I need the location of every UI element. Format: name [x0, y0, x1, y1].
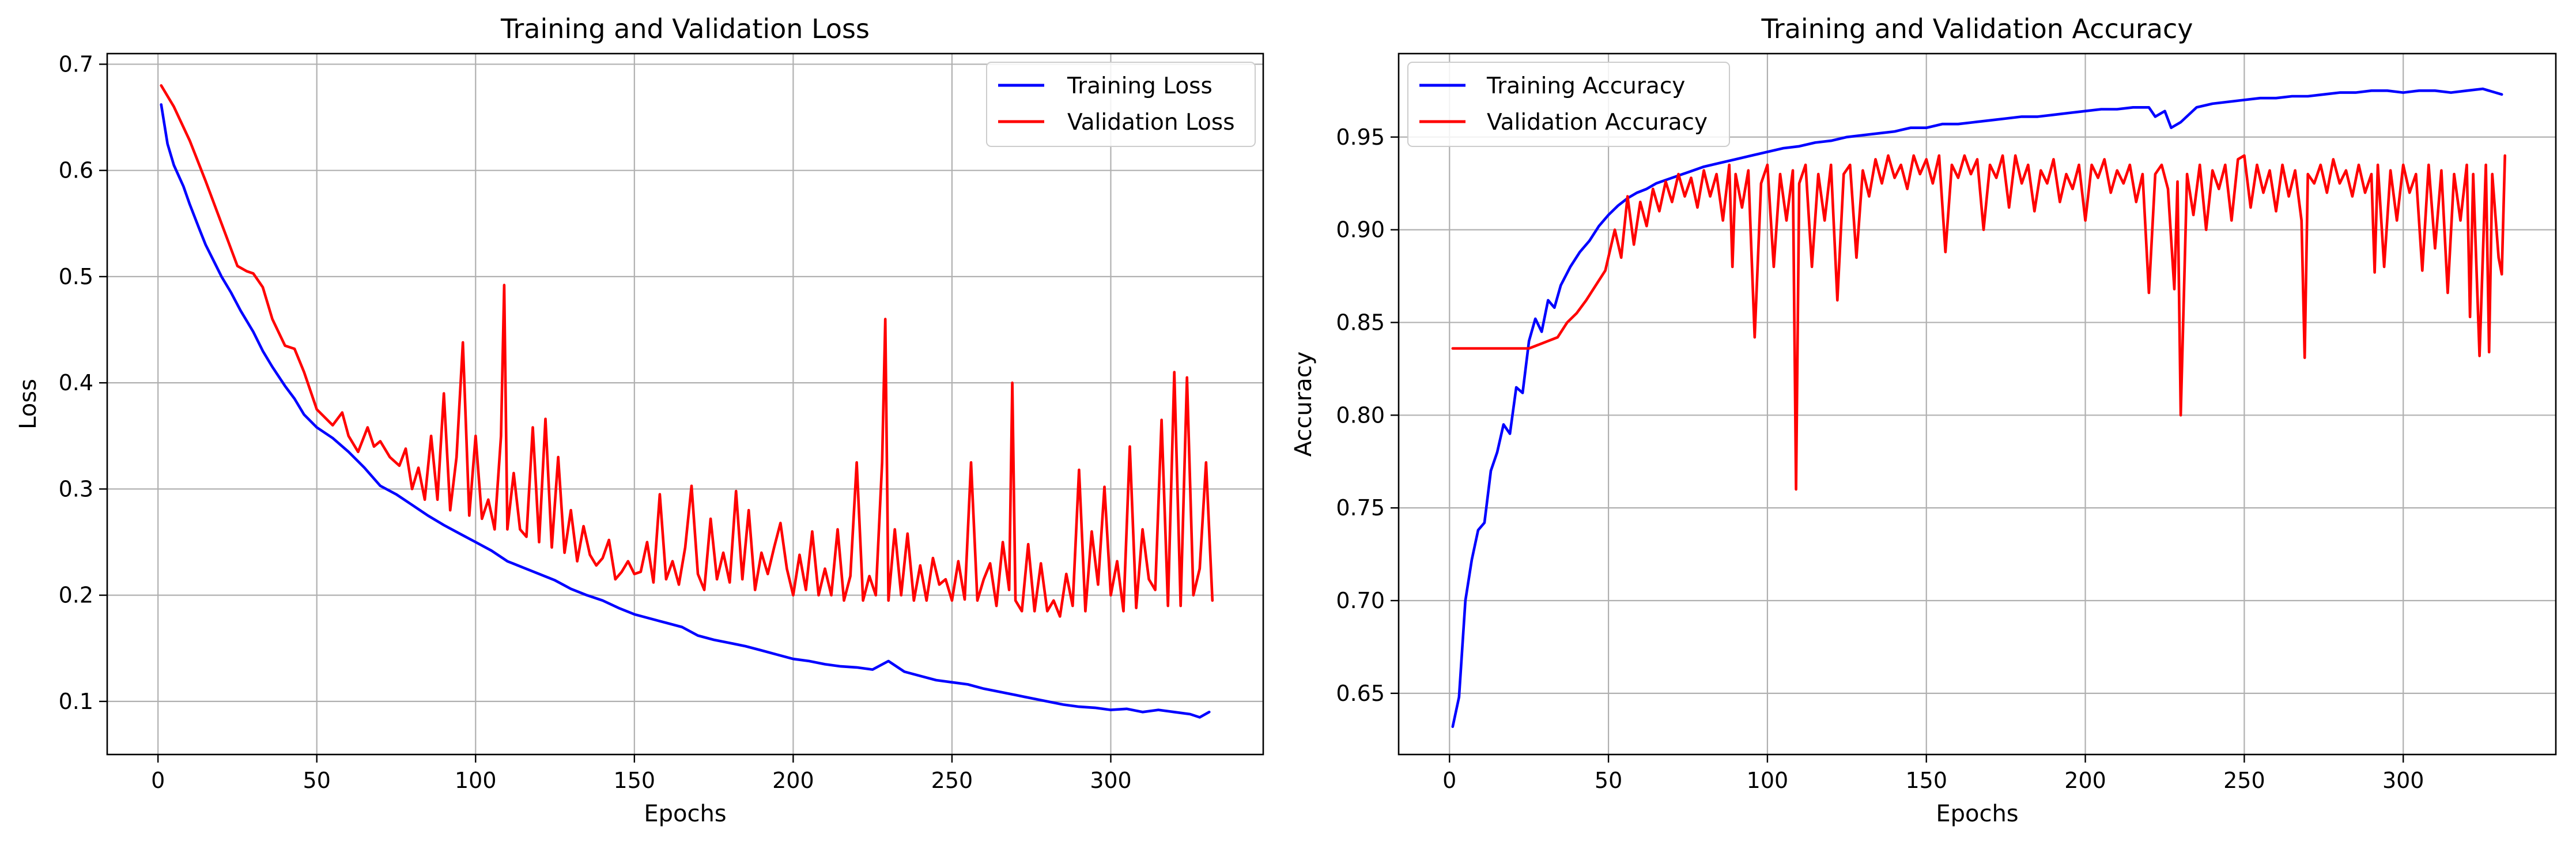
- loss-y-ticks: 0.1 0.2 0.3 0.4 0.5 0.6 0.7: [59, 51, 107, 714]
- loss-x-tick-label: 150: [614, 768, 656, 793]
- accuracy-x-tick-label: 50: [1595, 768, 1622, 793]
- loss-x-ticks: 0 50 100 150 200 250 300: [151, 755, 1132, 793]
- accuracy-y-tick-label: 0.75: [1336, 495, 1385, 520]
- loss-x-tick-label: 250: [931, 768, 973, 793]
- loss-legend-label-validation: Validation Loss: [1067, 110, 1235, 135]
- loss-plot-frame: [106, 52, 1264, 756]
- loss-chart-title: Training and Validation Loss: [500, 13, 870, 44]
- accuracy-y-tick-label: 0.65: [1336, 681, 1385, 706]
- accuracy-series-group: [1451, 87, 2506, 728]
- accuracy-y-ticks: 0.65 0.70 0.75 0.80 0.85 0.90 0.95: [1336, 125, 1399, 706]
- accuracy-legend-label-training: Training Accuracy: [1486, 73, 1685, 99]
- accuracy-legend-label-validation: Validation Accuracy: [1487, 110, 1708, 135]
- loss-y-tick-label: 0.7: [59, 51, 93, 77]
- loss-x-axis-label: Epochs: [644, 801, 726, 827]
- loss-grid: [107, 54, 1263, 755]
- loss-x-tick-label: 50: [303, 768, 331, 793]
- loss-x-tick-label: 100: [455, 768, 497, 793]
- loss-y-tick-label: 0.5: [59, 264, 93, 289]
- accuracy-y-tick-label: 0.80: [1336, 402, 1385, 428]
- accuracy-y-tick-label: 0.70: [1336, 588, 1385, 613]
- loss-y-axis-label: Loss: [15, 379, 41, 429]
- loss-legend-label-training: Training Loss: [1067, 73, 1213, 99]
- accuracy-x-tick-label: 150: [1905, 768, 1947, 793]
- training-loss-line: [160, 103, 1211, 719]
- loss-series-group: [160, 84, 1214, 719]
- accuracy-x-axis-label: Epochs: [1936, 801, 2018, 827]
- accuracy-y-tick-label: 0.90: [1336, 217, 1385, 243]
- loss-x-tick-label: 200: [772, 768, 814, 793]
- accuracy-legend: Training Accuracy Validation Accuracy: [1407, 62, 1730, 147]
- accuracy-plot-frame: [1397, 52, 2557, 756]
- loss-y-tick-label: 0.2: [59, 583, 93, 608]
- accuracy-x-tick-label: 200: [2064, 768, 2106, 793]
- accuracy-x-tick-label: 250: [2223, 768, 2265, 793]
- accuracy-y-tick-label: 0.95: [1336, 125, 1385, 150]
- loss-y-tick-label: 0.3: [59, 476, 93, 501]
- accuracy-chart-title: Training and Validation Accuracy: [1761, 13, 2193, 44]
- accuracy-y-axis-label: Accuracy: [1290, 352, 1317, 457]
- loss-y-tick-label: 0.6: [59, 158, 93, 183]
- validation-accuracy-line: [1451, 154, 2506, 491]
- loss-y-tick-label: 0.1: [59, 689, 93, 714]
- loss-chart: Training and Validation Loss 0 50 100 150 20…: [15, 13, 1264, 827]
- loss-x-tick-label: 300: [1090, 768, 1132, 793]
- loss-y-tick-label: 0.4: [59, 370, 93, 395]
- loss-legend: Training Loss Validation Loss: [986, 62, 1256, 147]
- accuracy-x-tick-label: 0: [1442, 768, 1456, 793]
- accuracy-x-tick-label: 100: [1747, 768, 1789, 793]
- accuracy-legend-box: [1407, 62, 1730, 147]
- accuracy-x-ticks: 0 50 100 150 200 250 300: [1442, 755, 2424, 793]
- training-accuracy-line: [1451, 87, 2503, 728]
- loss-legend-box: [986, 62, 1256, 147]
- validation-loss-line: [160, 84, 1214, 618]
- accuracy-y-tick-label: 0.85: [1336, 310, 1385, 335]
- accuracy-chart: Training and Validation Accuracy 0 50 100 1…: [1290, 13, 2557, 827]
- loss-x-tick-label: 0: [151, 768, 165, 793]
- accuracy-x-tick-label: 300: [2382, 768, 2424, 793]
